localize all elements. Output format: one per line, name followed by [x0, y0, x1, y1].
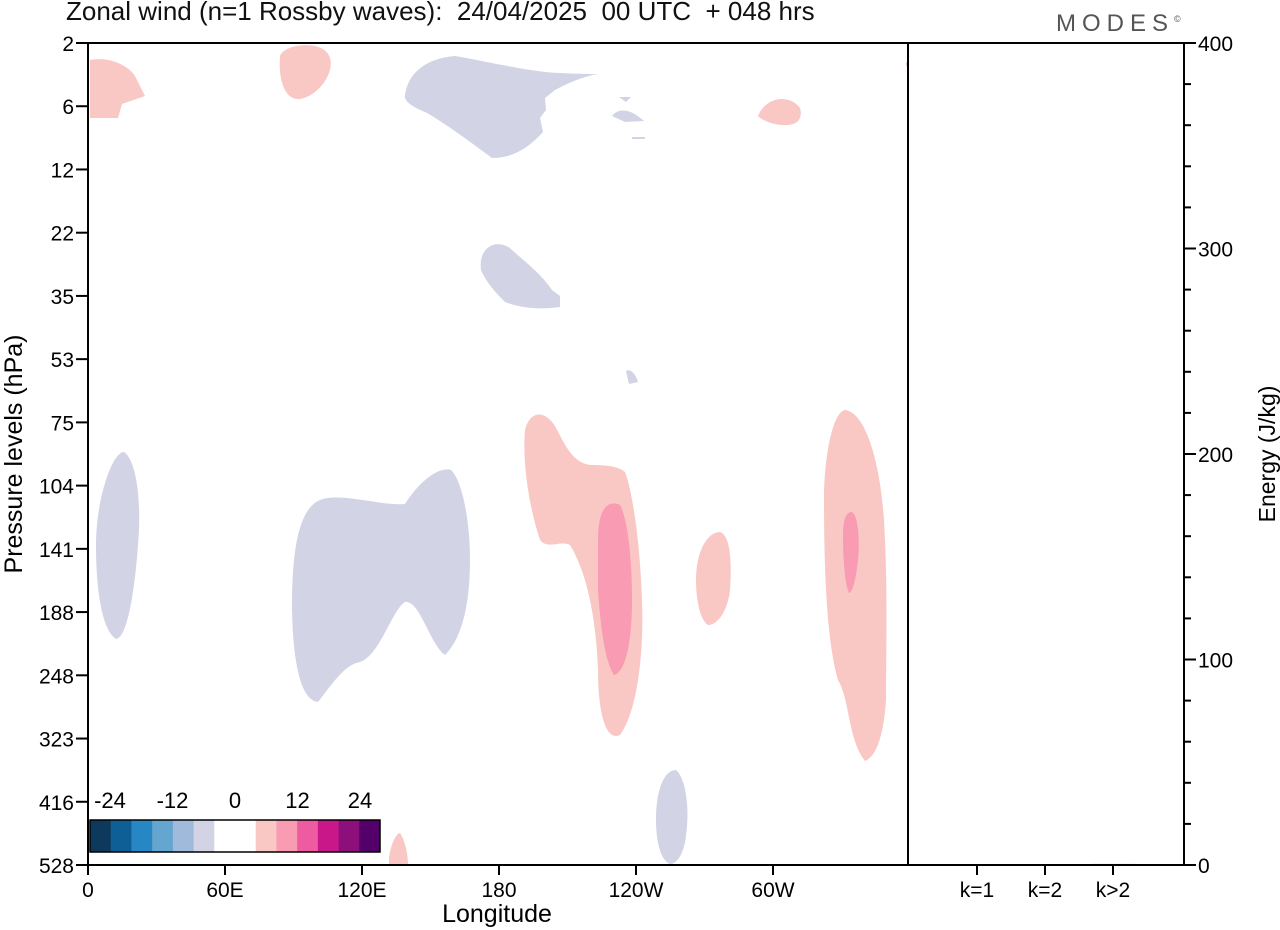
axes-layer: 0 60E 120E 180 120W 60W 2 6 12 22 35 53 75 104 141 188 2…	[39, 33, 795, 902]
y-tick-label: 35	[51, 286, 74, 309]
neg-blob	[96, 452, 140, 639]
energy-axis-label: Energy (J/kg)	[1254, 386, 1280, 523]
colorbar-swatch	[131, 820, 153, 852]
energy-panel: 0 100 200 300 400 k=1 k=2 k>2	[955, 33, 1233, 902]
energy-tick-label: 400	[1198, 33, 1233, 56]
y-tick-label: 141	[39, 539, 74, 562]
colorbar-swatch	[297, 820, 319, 852]
y-tick-label: 75	[51, 412, 74, 435]
y-tick-label: 6	[62, 96, 74, 119]
pos-blob	[90, 59, 145, 118]
colorbar-swatch	[172, 820, 195, 852]
y-axis-label: Pressure levels (hPa)	[0, 335, 28, 574]
colorbar-swatch	[276, 820, 298, 852]
colorbar-label: 24	[348, 788, 372, 813]
x-tick-label: 60E	[206, 879, 243, 902]
energy-bar	[1091, 863, 1135, 865]
neg-blob	[404, 56, 598, 158]
neg-blob	[626, 370, 638, 384]
brand-mark: ©	[1174, 14, 1181, 24]
pos-blob	[843, 512, 859, 593]
x-tick-label: 0	[82, 879, 94, 902]
brand-logo: MODES©	[1056, 10, 1181, 38]
energy-category-label: k=1	[960, 879, 994, 902]
colorbar: -24 -12 0 12 24	[89, 788, 381, 853]
energy-category-label: k=2	[1028, 879, 1062, 902]
pos-blob	[758, 98, 801, 126]
colorbar-label: -24	[94, 788, 126, 813]
neg-blob	[480, 244, 560, 309]
contour-layer	[90, 45, 909, 864]
main-plot-frame	[87, 42, 909, 866]
neg-blob	[632, 137, 645, 139]
energy-bar	[1023, 864, 1067, 865]
colorbar-label: -12	[157, 788, 189, 813]
x-axis-label: Longitude	[442, 900, 552, 928]
colorbar-swatch	[338, 820, 360, 852]
neg-blob	[292, 469, 470, 702]
pos-blob	[598, 503, 632, 675]
colorbar-swatch	[214, 820, 236, 852]
y-tick-label: 416	[39, 792, 74, 815]
y-tick-label: 248	[39, 665, 74, 688]
y-tick-label: 323	[39, 729, 74, 752]
pos-blob	[824, 410, 887, 761]
energy-tick-label: 300	[1198, 239, 1233, 262]
colorbar-swatch	[193, 820, 215, 852]
energy-plot-frame	[907, 42, 1185, 866]
neg-blob	[619, 97, 631, 102]
colorbar-frame	[89, 819, 381, 853]
neg-blob	[656, 770, 688, 864]
y-tick-label: 53	[51, 349, 74, 372]
colorbar-swatch	[90, 820, 112, 852]
energy-tick-label: 200	[1198, 444, 1233, 467]
colorbar-swatch	[359, 820, 381, 852]
energy-bar	[955, 864, 999, 865]
colorbar-swatch	[255, 820, 277, 852]
y-tick-label: 528	[39, 855, 74, 878]
energy-category-label: k>2	[1096, 879, 1130, 902]
colorbar-swatch	[110, 820, 132, 852]
chart-title: Zonal wind (n=1 Rossby waves): 24/04/202…	[66, 0, 815, 26]
energy-tick-label: 100	[1198, 650, 1233, 673]
x-tick-label: 180	[481, 879, 516, 902]
y-tick-label: 2	[62, 33, 74, 56]
colorbar-swatch	[235, 820, 257, 852]
pos-blob	[696, 532, 731, 625]
x-tick-label: 120W	[609, 879, 664, 902]
brand-text: MODES	[1056, 10, 1175, 37]
colorbar-label: 0	[229, 788, 241, 813]
neg-blob	[612, 110, 644, 122]
x-tick-label: 120E	[337, 879, 386, 902]
pos-blob	[389, 833, 408, 864]
energy-tick-label: 0	[1198, 855, 1210, 878]
colorbar-swatch	[317, 820, 340, 852]
y-tick-label: 22	[51, 223, 74, 246]
y-tick-label: 104	[39, 476, 74, 499]
pos-blob	[279, 45, 331, 100]
y-tick-label: 188	[39, 602, 74, 625]
colorbar-label: 12	[285, 788, 309, 813]
y-tick-label: 12	[51, 159, 74, 182]
colorbar-swatch	[152, 820, 174, 852]
x-tick-label: 60W	[751, 879, 794, 902]
